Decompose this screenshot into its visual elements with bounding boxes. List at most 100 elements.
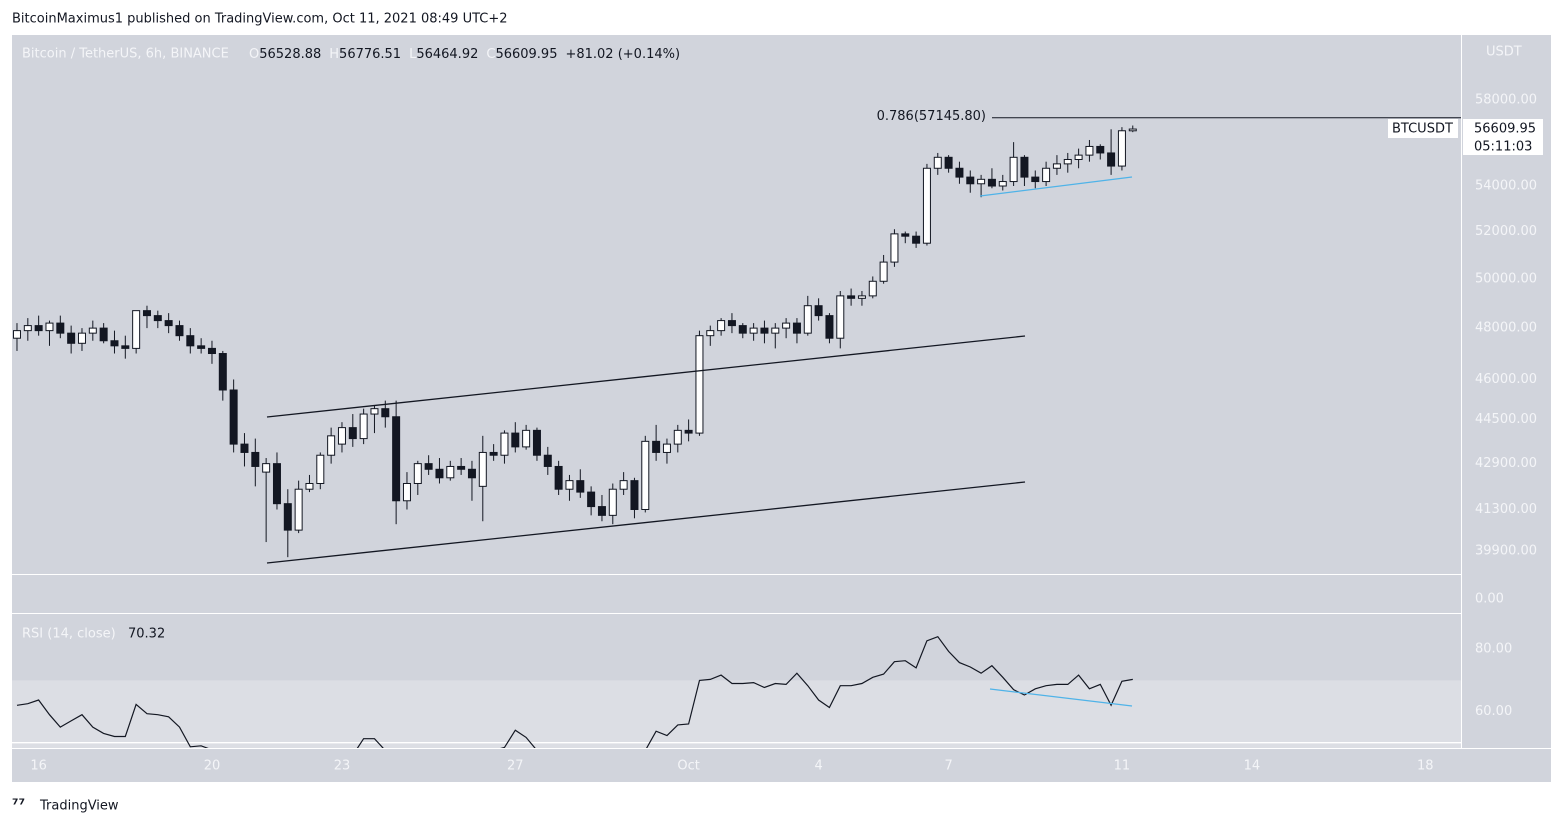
y-tick-label: 42900.00 [1475, 456, 1537, 471]
brand: TradingView [39, 799, 119, 814]
candle-body [706, 330, 715, 337]
candle-body [164, 320, 173, 327]
candle-body [446, 465, 455, 479]
candle-body [1085, 145, 1094, 156]
x-tick-label: 20 [204, 759, 221, 774]
candle-body [99, 327, 108, 342]
candle-body [402, 482, 411, 502]
ohlc-value: 56464.92 [416, 47, 478, 62]
candle-body [933, 156, 942, 169]
candle-body [922, 167, 931, 244]
candle-body [370, 408, 379, 415]
candle-body [543, 454, 552, 467]
candle-body [608, 488, 617, 516]
candle-body [717, 320, 726, 332]
x-tick-label: 7 [944, 759, 952, 774]
candle-body [153, 315, 162, 322]
candle-body [792, 322, 801, 334]
candle-body [554, 465, 563, 490]
rsi-value: 70.32 [128, 627, 165, 642]
candle-body [532, 429, 541, 456]
y-tick-label: 41300.00 [1475, 502, 1537, 517]
candle-body [305, 482, 314, 490]
candle-body [67, 332, 76, 344]
time-axis [12, 749, 1551, 782]
candle-body [1042, 167, 1051, 183]
candle-body [912, 235, 921, 244]
y-tick-label: 60.00 [1475, 704, 1512, 719]
candle-body [803, 305, 812, 334]
candle-body [998, 181, 1007, 187]
candle-body [944, 156, 953, 169]
candle-body [218, 353, 227, 391]
candle-body [641, 440, 650, 510]
candle-body [1031, 176, 1040, 183]
rsi-band [12, 680, 1461, 748]
candle-body [294, 488, 303, 531]
candle-body [457, 465, 466, 470]
candle-body [630, 480, 639, 510]
candle-body [142, 310, 151, 317]
candle-body [110, 340, 119, 347]
candle-body [1063, 158, 1072, 165]
candle-body [478, 451, 487, 487]
candle-body [327, 435, 336, 456]
pane-separator [12, 574, 1461, 614]
ohlc-legend: O56528.88 H56776.51 L56464.92 C56609.95 +81.… [249, 47, 680, 62]
x-tick-label: Oct [677, 759, 699, 774]
candle-body [760, 327, 769, 334]
candle-body [348, 427, 357, 440]
channel-upper [266, 335, 1026, 418]
candle-body [359, 413, 368, 440]
candle-body [283, 503, 292, 531]
x-tick-label: 14 [1244, 759, 1261, 774]
candle-body [1117, 130, 1126, 167]
candle-body [565, 480, 574, 490]
candle-body [587, 491, 596, 508]
candle-body [500, 432, 509, 456]
candle-body [197, 345, 206, 349]
rsi-layer [12, 635, 1461, 748]
candle-body [392, 416, 401, 502]
candle-body [467, 468, 476, 479]
candle-body [489, 451, 498, 456]
candle-body [88, 327, 97, 334]
symbol-title: Bitcoin / TetherUS, 6h, BINANCE [22, 47, 229, 62]
candle-body [814, 305, 823, 317]
candle-body [695, 335, 704, 434]
y-tick-label: 44500.00 [1475, 412, 1537, 427]
last-price: 56609.95 [1474, 122, 1536, 137]
symbol-label: BTCUSDT [1392, 122, 1453, 137]
ohlc-value: 56776.51 [339, 47, 401, 62]
separator-label: 0.00 [1475, 592, 1504, 607]
candle-body [522, 429, 531, 448]
ohlc-letter: L [409, 47, 417, 62]
candle-body [857, 295, 866, 299]
rsi-line [16, 635, 1133, 748]
drawings [266, 176, 1133, 707]
publisher: BitcoinMaximus1 published on TradingView… [12, 12, 508, 27]
candle-body [45, 322, 54, 332]
price-layer [12, 125, 1137, 558]
candle-body [673, 429, 682, 445]
symbol-tag [1388, 119, 1458, 138]
candle-body [207, 347, 216, 355]
candle-body [652, 440, 661, 453]
candle-body [77, 332, 86, 344]
candle-body [337, 427, 346, 445]
price-pane [12, 35, 1461, 574]
x-tick-label: 18 [1417, 759, 1434, 774]
candle-body [738, 325, 747, 334]
candle-body [1096, 145, 1105, 154]
x-tick-label: 16 [30, 759, 47, 774]
candle-body [316, 454, 325, 484]
axis-unit: USDT [1486, 45, 1522, 60]
candle-body [251, 451, 260, 467]
divergence-line [989, 688, 1133, 707]
candle-body [771, 327, 780, 334]
candle-body [890, 233, 899, 263]
channel-lower [266, 481, 1026, 564]
y-tick-label: 39900.00 [1475, 544, 1537, 559]
candle-body [381, 408, 390, 418]
y-tick-label: 52000.00 [1475, 224, 1537, 239]
